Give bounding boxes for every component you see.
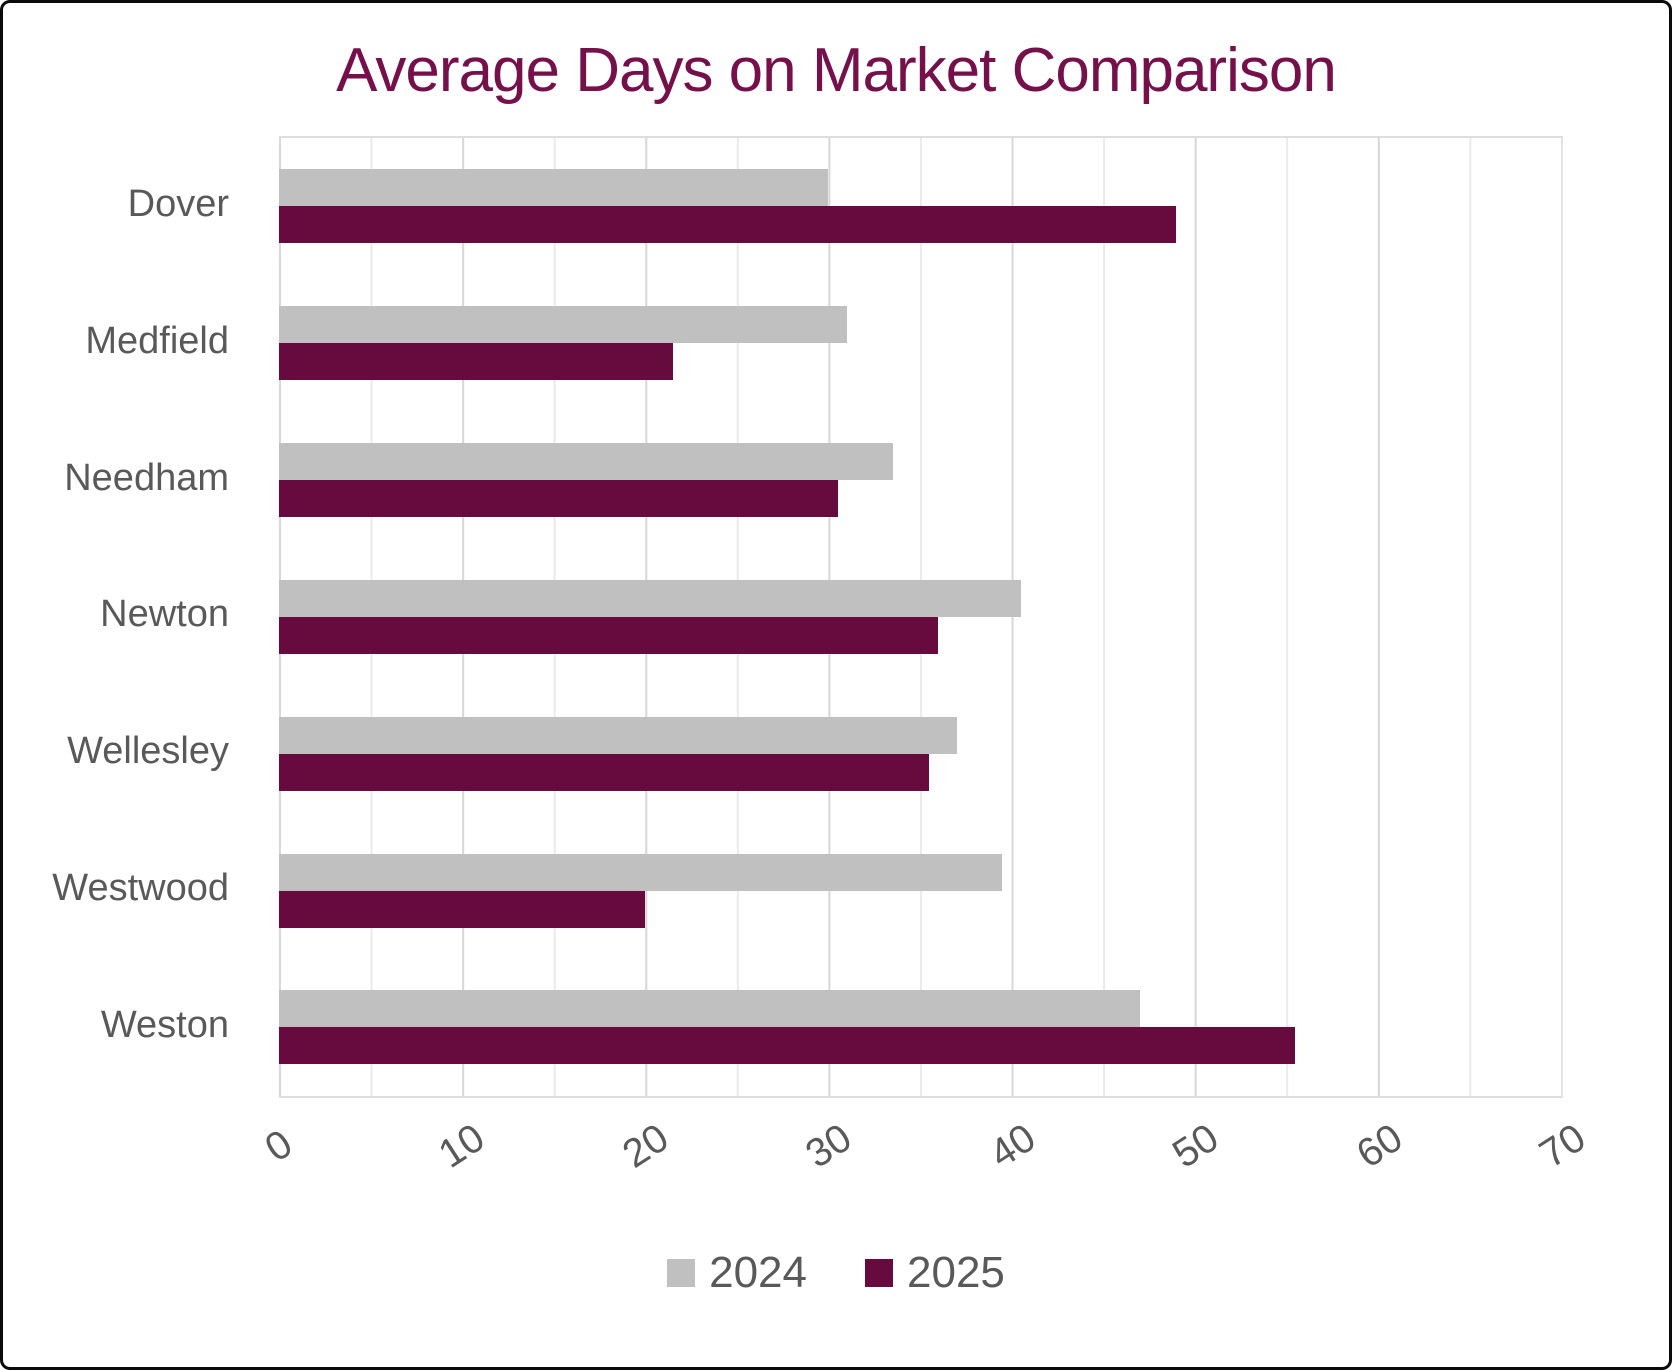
category-label-weston: Weston bbox=[100, 1003, 229, 1046]
bar-group-wellesley bbox=[279, 685, 1561, 822]
plot-area bbox=[279, 136, 1563, 1098]
category-label-wellesley: Wellesley bbox=[67, 730, 229, 773]
bar-group-dover bbox=[279, 138, 1561, 275]
chart-body: Dover Medfield Needham Newton Wellesley Westw… bbox=[3, 136, 1669, 1098]
bar-2025-medfield bbox=[279, 343, 673, 381]
y-axis-labels: Dover Medfield Needham Newton Wellesley Westw… bbox=[3, 136, 279, 1098]
legend-swatch-2025 bbox=[865, 1259, 893, 1287]
x-tick-label-30: 30 bbox=[798, 1115, 860, 1177]
bar-2025-newton bbox=[279, 616, 939, 654]
bar-2025-needham bbox=[279, 480, 838, 518]
bar-2025-wellesley bbox=[279, 753, 930, 791]
bar-2025-dover bbox=[279, 206, 1177, 244]
bar-2024-wellesley bbox=[279, 716, 957, 754]
bar-group-westwood bbox=[279, 822, 1561, 959]
legend-item-2025: 2025 bbox=[865, 1248, 1005, 1298]
category-label-medfield: Medfield bbox=[85, 319, 229, 362]
bar-2024-medfield bbox=[279, 306, 847, 344]
bar-group-newton bbox=[279, 549, 1561, 686]
bar-2024-needham bbox=[279, 443, 893, 481]
chart-title: Average Days on Market Comparison bbox=[336, 36, 1337, 105]
bar-2024-westwood bbox=[279, 853, 1003, 891]
category-label-dover: Dover bbox=[127, 182, 229, 225]
bar-group-weston bbox=[279, 959, 1561, 1096]
bar-2024-weston bbox=[279, 990, 1140, 1028]
legend-label-2024: 2024 bbox=[709, 1248, 807, 1297]
x-tick-label-20: 20 bbox=[614, 1115, 677, 1177]
bar-group-needham bbox=[279, 412, 1561, 549]
x-tick-label-50: 50 bbox=[1165, 1115, 1227, 1177]
legend-label-2025: 2025 bbox=[907, 1248, 1005, 1297]
x-tick-label-10: 10 bbox=[431, 1115, 493, 1177]
bar-2025-westwood bbox=[279, 890, 646, 928]
legend-swatch-2024 bbox=[667, 1259, 696, 1287]
bar-2024-dover bbox=[279, 169, 829, 207]
bar-2025-weston bbox=[279, 1027, 1296, 1065]
x-tick-label-70: 70 bbox=[1532, 1115, 1594, 1177]
category-label-westwood: Westwood bbox=[52, 867, 229, 910]
legend-item-2024: 2024 bbox=[667, 1248, 807, 1298]
category-label-needham: Needham bbox=[64, 456, 229, 499]
x-tick-label-40: 40 bbox=[981, 1115, 1044, 1177]
x-axis: 0 10 20 30 40 50 60 70 bbox=[257, 1098, 1593, 1238]
bar-2024-newton bbox=[279, 579, 1021, 617]
x-tick-label-60: 60 bbox=[1348, 1115, 1410, 1177]
legend: 2024 2025 bbox=[3, 1248, 1669, 1298]
bar-group-medfield bbox=[279, 275, 1561, 412]
x-tick-label-0: 0 bbox=[257, 1121, 301, 1171]
category-label-newton: Newton bbox=[100, 593, 229, 636]
